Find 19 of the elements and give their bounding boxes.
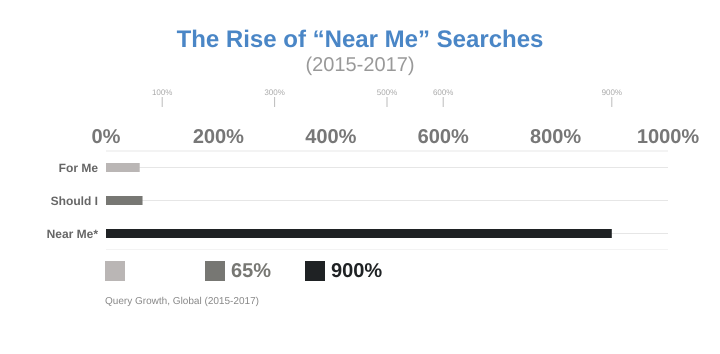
y-tick-label: Should I: [50, 194, 98, 208]
x-tick-label: 800%: [530, 126, 582, 148]
x-tick-label: 0%: [92, 126, 121, 148]
legend-label: 900%: [331, 260, 382, 282]
chart-title: The Rise of “Near Me” Searches: [176, 25, 544, 54]
legend-label: 65%: [231, 260, 272, 282]
x2-tick-label: 300%: [264, 88, 285, 97]
x-tick-label: 600%: [418, 126, 469, 148]
x2-tick-label: 500%: [376, 88, 398, 97]
text: Query Growth, Global (2015-2017): [105, 296, 260, 307]
y-tick-label: For Me: [58, 160, 98, 175]
x2-tick-label: 100%: [152, 88, 172, 97]
chart-subtitle: (2015-2017): [304, 54, 416, 77]
x2-tick-label: 600%: [432, 88, 454, 97]
x-tick-label: 400%: [305, 126, 357, 148]
y-tick-label: Near Me*: [46, 226, 98, 241]
x2-tick-label: 900%: [602, 88, 622, 97]
x-tick-label: 1000%: [636, 126, 700, 148]
x-tick-label: 200%: [192, 126, 244, 148]
